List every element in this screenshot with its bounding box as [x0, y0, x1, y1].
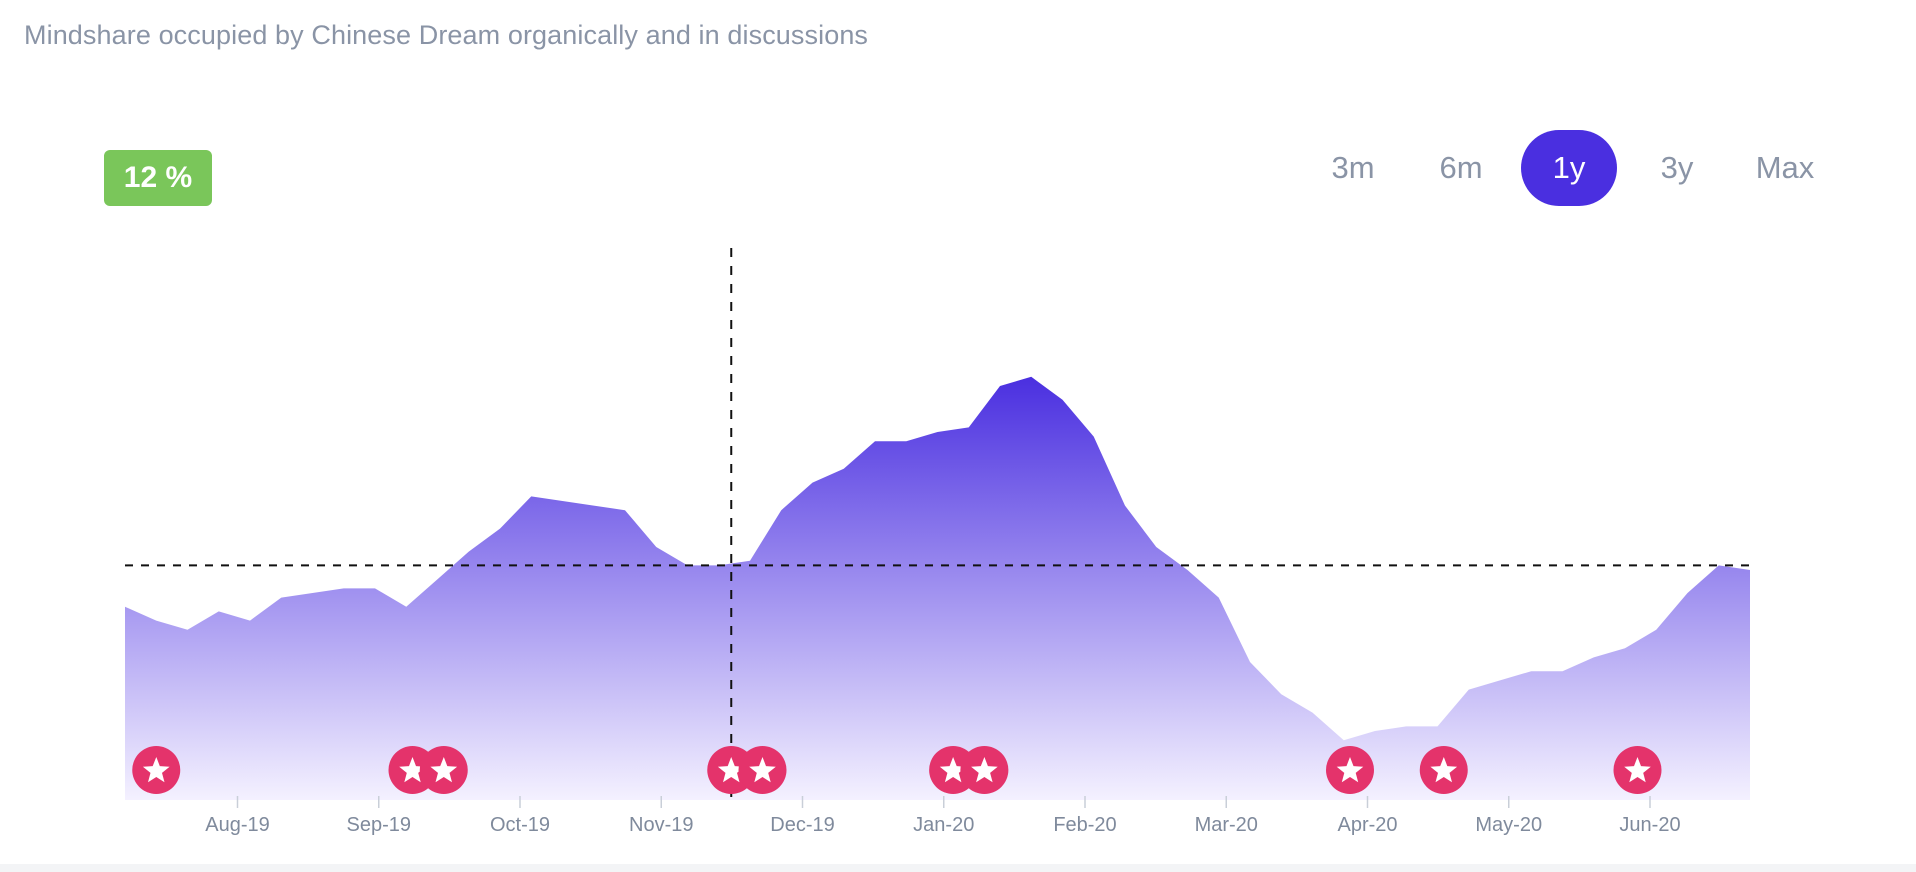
x-tick-label: Feb-20 — [1053, 814, 1116, 836]
event-marker[interactable] — [1326, 746, 1374, 794]
x-tick-label: Jan-20 — [913, 814, 974, 836]
event-marker[interactable] — [960, 746, 1009, 794]
x-tick-label: May-20 — [1475, 814, 1542, 836]
star-icon — [142, 757, 170, 783]
event-marker[interactable] — [1613, 746, 1662, 794]
star-icon — [430, 757, 458, 783]
event-marker[interactable] — [738, 746, 787, 794]
x-tick-label: Oct-19 — [490, 814, 550, 836]
x-tick-label: Aug-19 — [205, 814, 270, 836]
x-tick-label: Apr-20 — [1337, 814, 1397, 836]
range-option-3m[interactable]: 3m — [1331, 150, 1375, 185]
x-tick-label: Mar-20 — [1195, 814, 1258, 836]
star-icon — [749, 757, 776, 783]
footer-strip — [0, 864, 1916, 872]
star-icon — [971, 757, 998, 783]
x-tick-label: Dec-19 — [770, 814, 834, 836]
star-icon — [1336, 757, 1364, 783]
range-option-1y[interactable]: 1y — [1521, 130, 1617, 206]
star-icon — [939, 757, 967, 783]
range-option-6m[interactable]: 6m — [1439, 150, 1483, 185]
mindshare-percent-badge: 12 % — [104, 150, 212, 206]
x-tick-label: Nov-19 — [629, 814, 693, 836]
star-icon — [399, 757, 426, 783]
event-marker[interactable] — [132, 746, 181, 794]
event-marker[interactable] — [1419, 746, 1468, 794]
event-marker[interactable] — [419, 746, 468, 794]
range-option-max[interactable]: Max — [1755, 150, 1815, 185]
x-tick-label: Jun-20 — [1619, 814, 1680, 836]
mindshare-area — [125, 376, 1750, 800]
star-icon — [1430, 757, 1458, 783]
chart-title: Mindshare occupied by Chinese Dream orga… — [24, 20, 869, 50]
star-icon — [717, 757, 745, 783]
x-tick-label: Sep-19 — [347, 814, 412, 836]
range-option-3y[interactable]: 3y — [1660, 150, 1694, 185]
time-range-selector: 3m 6m 1y 3y Max — [1305, 130, 1845, 206]
star-icon — [1624, 757, 1651, 783]
